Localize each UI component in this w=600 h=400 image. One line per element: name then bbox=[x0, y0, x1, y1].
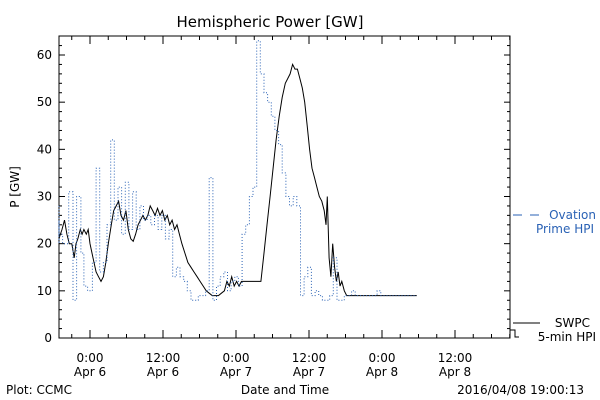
x-tick-date-label: Apr 7 bbox=[293, 365, 325, 379]
chart-title: Hemispheric Power [GW] bbox=[177, 13, 364, 31]
y-tick-label: 0 bbox=[44, 331, 52, 345]
series-layer bbox=[58, 40, 417, 301]
x-tick-time-label: 12:00 bbox=[292, 351, 327, 365]
legend: Ovation Prime HPI SWPC 5-min HPI bbox=[510, 208, 596, 344]
x-tick-date-label: Apr 6 bbox=[74, 365, 106, 379]
legend-swpc-bracket bbox=[510, 329, 519, 338]
y-tick-label: 20 bbox=[37, 237, 52, 251]
legend-swpc-label-2: 5-min HPI bbox=[538, 330, 596, 344]
plot-frame bbox=[58, 35, 511, 339]
series-ovation-line bbox=[58, 40, 417, 301]
legend-ovation-label: Ovation bbox=[549, 208, 596, 222]
plot-credit: Plot: CCMC bbox=[6, 383, 72, 397]
y-axis: 0 10 20 30 40 50 60 bbox=[37, 45, 510, 345]
x-tick-date-label: Apr 8 bbox=[366, 365, 398, 379]
x-tick-time-label: 0:00 bbox=[369, 351, 396, 365]
legend-ovation-label-2: Prime HPI bbox=[536, 222, 594, 236]
y-tick-label: 60 bbox=[37, 48, 52, 62]
x-axis-label: Date and Time bbox=[241, 383, 329, 397]
series-swpc-line bbox=[58, 63, 417, 297]
x-tick-time-label: 12:00 bbox=[438, 351, 473, 365]
x-tick-date-label: Apr 6 bbox=[147, 365, 179, 379]
legend-swpc-label: SWPC bbox=[555, 316, 590, 330]
x-tick-time-label: 0:00 bbox=[77, 351, 104, 365]
x-tick-time-label: 0:00 bbox=[223, 351, 250, 365]
y-tick-label: 10 bbox=[37, 284, 52, 298]
y-axis-label: P [GW] bbox=[8, 166, 22, 208]
y-tick-label: 50 bbox=[37, 95, 52, 109]
plot-timestamp: 2016/04/08 19:00:13 bbox=[457, 383, 584, 397]
x-tick-time-label: 12:00 bbox=[146, 351, 181, 365]
x-tick-date-label: Apr 8 bbox=[439, 365, 471, 379]
y-tick-label: 30 bbox=[37, 190, 52, 204]
y-tick-label: 40 bbox=[37, 142, 52, 156]
x-tick-date-label: Apr 7 bbox=[220, 365, 252, 379]
